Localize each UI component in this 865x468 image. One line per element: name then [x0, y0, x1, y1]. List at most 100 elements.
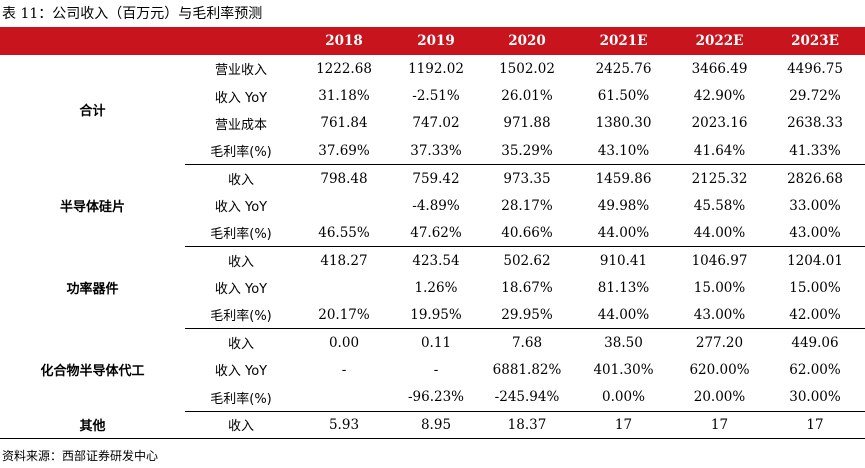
table-cell: 971.88: [503, 115, 551, 132]
table-cell: -4.89%: [412, 197, 460, 214]
segment-label-compound-foundry: 化合物半导体代工: [40, 364, 145, 380]
table-cell: 30.00%: [765, 383, 865, 412]
table-cell: 2826.68: [787, 170, 843, 187]
table-cell: 17: [674, 411, 765, 439]
table-cell: [297, 192, 391, 219]
table-cell: 19.95%: [391, 301, 481, 330]
table-cell: 423.54: [412, 252, 460, 269]
segment-label-silicon-wafer: 半导体硅片: [59, 200, 125, 216]
table-cell: [297, 274, 391, 301]
table-cell: 37.33%: [391, 137, 481, 166]
table-cell: 0.00%: [573, 383, 674, 412]
table-cell: 418.27: [320, 252, 368, 269]
table-cell: 31.18%: [318, 88, 370, 105]
table-cell: 0.11: [420, 334, 452, 351]
table-cell: 401.30%: [593, 361, 654, 378]
metric-label: 收入: [227, 173, 254, 188]
table-cell: 2425.76: [595, 60, 652, 77]
table-cell: 1046.97: [691, 252, 748, 269]
table-cell: 17: [573, 411, 674, 439]
table-cell: 620.00%: [689, 361, 750, 378]
table-row: 收入 YoY -4.89% 28.17% 49.98% 45.58% 33.00…: [0, 192, 865, 219]
table-cell: 33.00%: [789, 197, 841, 214]
segment-label-power-devices: 功率器件: [66, 282, 119, 298]
table-row: 功率器件 收入 418.27 423.54 502.62 910.41 1046…: [0, 247, 865, 298]
metric-label: 毛利率(%): [185, 219, 297, 248]
table-cell: 15.00%: [693, 279, 746, 296]
table-cell: 47.62%: [391, 219, 481, 248]
table-cell: 798.48: [320, 170, 368, 187]
header-year-2023e: 2023E: [765, 27, 865, 55]
table-cell: 41.64%: [674, 137, 765, 166]
table-cell: 2638.33: [787, 115, 843, 132]
metric-label: 收入: [227, 255, 254, 271]
table-cell: 35.29%: [481, 137, 573, 166]
table-cell: -: [433, 361, 439, 378]
table-cell: 8.95: [391, 411, 481, 439]
metric-label: 营业收入: [214, 63, 267, 79]
table-row: 化合物半导体代工 收入 0.00 0.11 7.68 38.50 277.20 …: [0, 329, 865, 380]
metric-label: 收入 YoY: [214, 364, 268, 380]
table-cell: 42.00%: [765, 301, 865, 330]
table-cell: [297, 383, 391, 412]
header-year-2022e: 2022E: [674, 27, 765, 55]
table-cell: 40.66%: [481, 219, 573, 248]
table-cell: 1502.02: [499, 60, 555, 77]
table-cell: 759.42: [412, 170, 460, 187]
metric-label: 收入 YoY: [214, 90, 268, 106]
table-cell: 1380.30: [595, 115, 652, 132]
table-cell: -: [341, 361, 347, 378]
table-cell: 62.00%: [789, 361, 841, 378]
table-cell: 43.00%: [674, 301, 765, 330]
table-cell: 7.68: [511, 334, 543, 351]
table-cell: 26.01%: [501, 88, 553, 105]
table-cell: 29.95%: [481, 301, 573, 330]
metric-label: 收入: [227, 337, 254, 353]
header-blank-segment: [0, 27, 185, 55]
table-row: 毛利率(%) 20.17% 19.95% 29.95% 44.00% 43.00…: [0, 301, 865, 330]
table-cell: 18.67%: [501, 279, 553, 296]
table-cell: 20.17%: [297, 301, 391, 330]
table-cell: 44.00%: [573, 301, 674, 330]
table-cell: 3466.49: [691, 60, 748, 77]
metric-label: 毛利率(%): [185, 137, 297, 166]
table-cell: 20.00%: [674, 383, 765, 412]
table-cell: 15.00%: [789, 279, 841, 296]
metric-label: 收入 YoY: [214, 282, 268, 298]
table-row: 收入 YoY 31.18% -2.51% 26.01% 61.50% 42.90…: [0, 82, 865, 109]
table-cell: 49.98%: [597, 197, 650, 214]
table-cell: -245.94%: [481, 383, 573, 412]
table-cell: 761.84: [320, 115, 368, 132]
table-cell: 1192.02: [408, 60, 464, 77]
metric-label: 营业成本: [214, 117, 267, 133]
table-cell: 1222.68: [316, 60, 372, 77]
table-row: 毛利率(%) 46.55% 47.62% 40.66% 44.00% 44.00…: [0, 219, 865, 248]
metric-label: 毛利率(%): [185, 383, 297, 412]
table-cell: 910.41: [599, 252, 648, 269]
table-cell: 37.69%: [297, 137, 391, 166]
source-note: 资料来源：西部证券研发中心: [2, 449, 159, 463]
table-cell: 2125.32: [691, 170, 748, 187]
table-cell: 41.33%: [765, 137, 865, 166]
table-cell: 18.37: [481, 411, 573, 439]
table-cell: 1204.01: [787, 252, 843, 269]
table-row: 其他 收入 5.93 8.95 18.37 17 17 17: [0, 411, 865, 439]
table-cell: 46.55%: [297, 219, 391, 248]
table-cell: 28.17%: [501, 197, 553, 214]
header-year-2020: 2020: [481, 27, 573, 55]
table-cell: 6881.82%: [492, 361, 562, 378]
table-cell: 81.13%: [597, 279, 650, 296]
table-cell: 5.93: [297, 411, 391, 439]
metric-label: 毛利率(%): [185, 301, 297, 330]
table-cell: -2.51%: [412, 88, 460, 105]
table-row: 收入 YoY 1.26% 18.67% 81.13% 15.00% 15.00%: [0, 274, 865, 301]
table-cell: 1459.86: [595, 170, 652, 187]
table-cell: 502.62: [503, 252, 551, 269]
table-cell: 277.20: [695, 334, 744, 351]
table-cell: 2023.16: [691, 115, 748, 132]
table-cell: 17: [765, 411, 865, 439]
table-cell: 38.50: [604, 334, 643, 351]
table-cell: 44.00%: [573, 219, 674, 248]
forecast-table-container: 2018 2019 2020 2021E 2022E 2023E 合计 营业收入…: [0, 27, 865, 439]
table-cell: 449.06: [791, 334, 839, 351]
